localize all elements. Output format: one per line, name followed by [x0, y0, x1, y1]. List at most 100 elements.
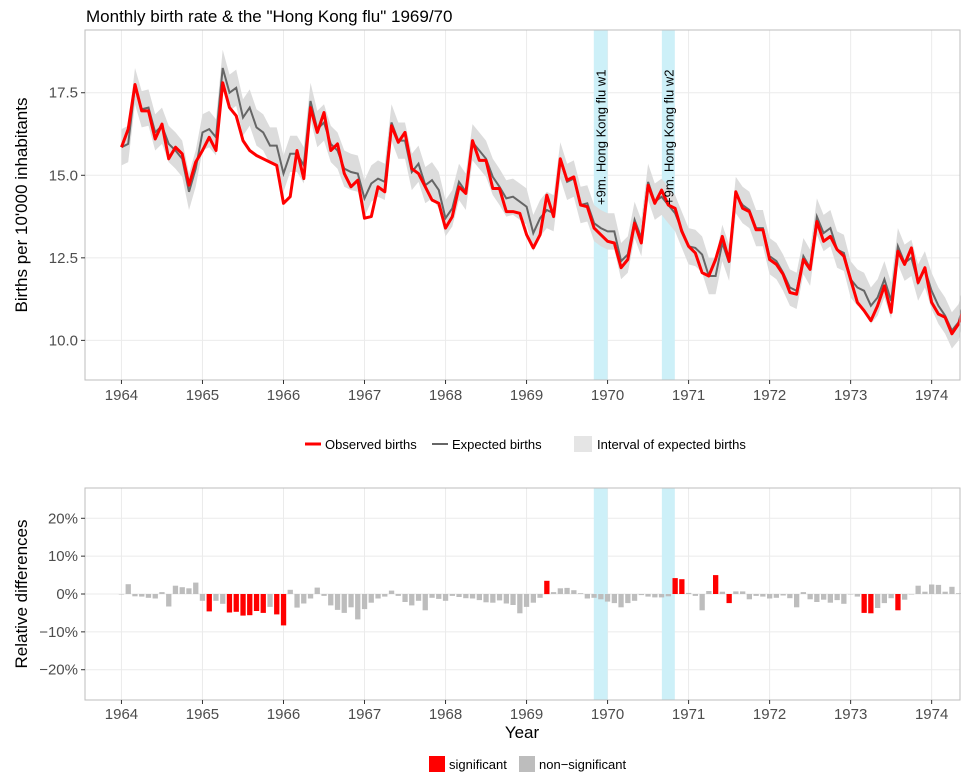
non-significant-bar [429, 594, 435, 598]
non-significant-bar [841, 594, 847, 604]
non-significant-bar [341, 594, 347, 613]
x-tick-label: 1966 [267, 387, 300, 404]
legend-non-significant-swatch [519, 756, 535, 772]
significant-bar [544, 580, 550, 595]
x-tick-label: 1967 [348, 387, 381, 404]
non-significant-bar [888, 594, 894, 599]
non-significant-bar [287, 589, 293, 594]
non-significant-bar [422, 594, 428, 611]
non-significant-bar [550, 592, 557, 594]
non-significant-bar [193, 582, 199, 594]
x-tick-label: 1966 [267, 706, 300, 723]
non-significant-bar [152, 594, 158, 599]
non-significant-bar [949, 586, 955, 594]
non-significant-bar [314, 587, 320, 594]
non-significant-bar [301, 594, 307, 604]
non-significant-bar [638, 594, 644, 596]
y-tick-label: 12.5 [49, 250, 78, 267]
non-significant-bar [307, 594, 314, 599]
legend-interval-swatch [574, 436, 592, 452]
non-significant-bar [848, 594, 854, 595]
chart-title: Monthly birth rate & the "Hong Kong flu"… [86, 7, 452, 26]
significant-bar [260, 594, 266, 613]
significant-bar [240, 594, 246, 616]
top-x-tick-labels: 1964 1965 1966 1967 1968 1969 1970 1971 1972 1973… [105, 380, 948, 404]
significant-bar [233, 594, 239, 612]
bottom-panel-grid [85, 488, 960, 700]
x-tick-label: 1967 [348, 706, 381, 723]
non-significant-bar [767, 594, 773, 599]
y-tick-label: 0% [56, 586, 78, 603]
x-tick-label: 1969 [510, 706, 543, 723]
non-significant-bar [618, 594, 624, 608]
significant-bar [868, 594, 874, 614]
non-significant-bar [719, 591, 725, 594]
x-tick-label: 1972 [753, 706, 786, 723]
non-significant-bar [388, 590, 395, 594]
non-significant-bar [881, 594, 887, 604]
non-significant-bar [368, 594, 374, 603]
y-tick-label: −20% [39, 662, 78, 679]
non-significant-bar [753, 594, 759, 596]
non-significant-bar [145, 594, 152, 598]
non-significant-bar [686, 592, 692, 594]
non-significant-bar [591, 594, 597, 598]
non-significant-bar [604, 594, 611, 602]
legend-significant-label: significant [449, 757, 507, 772]
non-significant-bar [584, 594, 590, 599]
y-tick-label: 15.0 [49, 167, 78, 184]
significant-bar [226, 594, 233, 613]
non-significant-bar [611, 594, 617, 604]
non-significant-bar [645, 594, 651, 597]
x-tick-label: 1971 [672, 706, 705, 723]
significant-bar [895, 594, 901, 611]
non-significant-bar [199, 594, 206, 601]
non-significant-bar [118, 594, 125, 595]
non-significant-bar [510, 594, 516, 605]
non-significant-bar [564, 587, 570, 594]
legend-significant-swatch [429, 756, 445, 772]
non-significant-bar [537, 594, 543, 598]
non-significant-bar [665, 594, 671, 597]
y-tick-label: 10% [48, 548, 78, 565]
non-significant-bar [348, 594, 354, 608]
non-significant-bar [699, 594, 705, 611]
non-significant-bar [321, 594, 327, 596]
non-significant-bar [875, 594, 881, 608]
y-tick-label: 17.5 [49, 85, 78, 102]
x-tick-label: 1974 [915, 387, 948, 404]
non-significant-bar [409, 594, 415, 606]
y-tick-label: 10.0 [49, 332, 78, 349]
x-tick-label: 1965 [186, 387, 219, 404]
non-significant-bar [800, 592, 806, 594]
significant-bar [672, 578, 678, 594]
non-significant-bar [834, 594, 840, 601]
non-significant-bar [658, 594, 665, 598]
non-significant-bar [375, 594, 381, 599]
legend-interval-label: Interval of expected births [597, 437, 746, 452]
non-significant-bar [503, 594, 509, 604]
non-significant-bar [598, 594, 604, 600]
non-significant-bar [929, 584, 935, 594]
non-significant-bar [361, 594, 368, 610]
significant-bar [206, 594, 212, 612]
x-tick-label: 1969 [510, 387, 543, 404]
x-tick-label: 1964 [105, 387, 138, 404]
non-significant-bar [469, 594, 476, 599]
non-significant-bar [935, 584, 942, 594]
significant-bar [679, 579, 685, 594]
x-tick-label: 1970 [591, 387, 624, 404]
non-significant-bar [746, 594, 752, 600]
non-significant-bar [328, 594, 334, 606]
non-significant-bar [915, 585, 921, 594]
x-tick-label: 1974 [915, 706, 948, 723]
non-significant-bar [463, 594, 469, 599]
legend-observed-label: Observed births [325, 437, 417, 452]
non-significant-bar [496, 594, 503, 601]
top-y-axis-title: Births per 10'000 inhabitants [12, 98, 31, 313]
non-significant-bar [402, 594, 408, 602]
relative-difference-bars [118, 575, 961, 626]
flu-wave-label-1: +9m. Hong Kong flu w1 [594, 70, 609, 206]
bottom-x-tick-labels: 1964 1965 1966 1967 1968 1969 1970 1971 1972 1973… [105, 700, 948, 723]
significant-bar [726, 594, 732, 604]
